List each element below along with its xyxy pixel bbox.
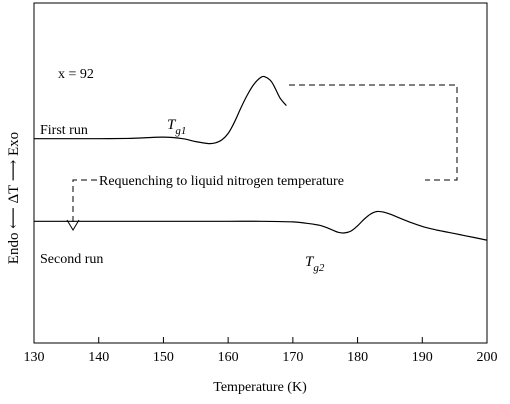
x-tick-label: 190 [412, 350, 433, 365]
y-axis-label: Endo ⟵ ΔT ⟶ Exo [6, 132, 22, 264]
x-tick-label: 160 [218, 350, 239, 365]
requench-path-left [72, 179, 97, 226]
tg1-subscript: g1 [175, 125, 186, 137]
tg2-subscript: g2 [313, 262, 325, 274]
x-tick-label: 130 [24, 350, 45, 365]
tg1-symbol: T [167, 117, 177, 133]
x-tick-label: 150 [153, 350, 174, 365]
x-axis-ticks: 130 140 150 160 170 180 190 200 [24, 337, 498, 365]
requench-label: Requenching to liquid nitrogen temperatu… [99, 174, 344, 189]
composition-label: x = 92 [58, 67, 94, 82]
x-tick-label: 170 [282, 350, 303, 365]
plot-frame [33, 2, 488, 344]
x-tick-label: 180 [347, 350, 368, 365]
tg1-label: Tg1 [167, 117, 186, 137]
first-run-curve [34, 75, 287, 145]
first-run-label: First run [40, 123, 88, 138]
second-run-curve [33, 210, 488, 241]
x-tick-label: 200 [477, 350, 498, 365]
second-run-label: Second run [40, 252, 103, 267]
tg2-label: Tg2 [305, 254, 325, 274]
requench-arrowhead [66, 219, 80, 231]
x-axis-label: Temperature (K) [213, 380, 307, 395]
tg2-symbol: T [305, 254, 315, 270]
requench-path [289, 84, 458, 181]
x-tick-label: 140 [88, 350, 109, 365]
